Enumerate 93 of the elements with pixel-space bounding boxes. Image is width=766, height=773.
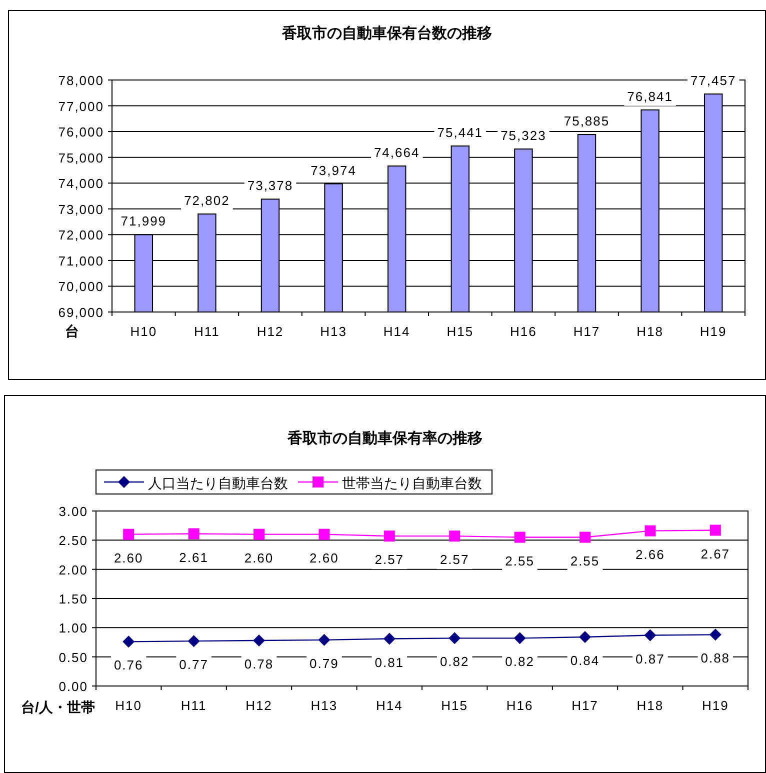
- point: [383, 632, 396, 645]
- x-tick-label: H17: [572, 698, 598, 713]
- data-label: 0.88: [700, 650, 730, 666]
- y-tick-label: 75,000: [58, 150, 104, 166]
- data-label: 0.78: [244, 656, 274, 672]
- data-label: 0.77: [179, 657, 208, 672]
- x-tick-label: H16: [506, 698, 534, 713]
- x-tick-label: H12: [256, 324, 284, 339]
- point: [188, 528, 200, 540]
- point: [644, 629, 656, 642]
- x-tick-label: H11: [180, 698, 207, 713]
- data-label: 73,974: [310, 162, 356, 178]
- point: [448, 632, 461, 644]
- x-tick-label: H14: [376, 698, 403, 713]
- data-label: 2.60: [114, 550, 144, 566]
- data-label: 0.82: [505, 654, 534, 670]
- point: [253, 634, 265, 646]
- x-tick-label: H17: [573, 324, 600, 339]
- y-axis-title: 台/人・世帯: [21, 699, 95, 715]
- point: [122, 636, 135, 648]
- y-tick-label: 77,000: [58, 98, 104, 114]
- point: [254, 528, 264, 540]
- point: [710, 524, 721, 536]
- data-label: 0.87: [636, 651, 665, 666]
- y-tick-label: 2.00: [58, 562, 88, 578]
- x-tick-label: H18: [636, 698, 664, 713]
- x-tick-label: H15: [446, 324, 474, 339]
- data-label: 2.60: [310, 550, 339, 566]
- point: [709, 628, 722, 641]
- y-tick-label: 72,000: [58, 228, 104, 243]
- point: [579, 631, 591, 643]
- point: [580, 532, 590, 543]
- data-label: 0.81: [374, 654, 404, 670]
- point: [318, 634, 330, 646]
- data-label: 75,323: [500, 128, 546, 144]
- x-tick-label: H11: [194, 324, 220, 339]
- data-label: 77,457: [690, 72, 736, 88]
- x-tick-label: H19: [702, 698, 729, 713]
- y-tick-label: 76,000: [58, 124, 104, 140]
- data-label: 2.67: [700, 546, 730, 562]
- point: [514, 532, 526, 543]
- data-label: 2.55: [570, 553, 600, 568]
- data-label: 2.60: [244, 550, 274, 566]
- point: [384, 530, 395, 542]
- x-tick-label: H18: [636, 324, 664, 339]
- y-tick-label: 1.50: [58, 592, 88, 606]
- legend-label: 人口当たり自動車台数: [148, 475, 288, 491]
- data-label: 0.76: [114, 658, 144, 673]
- x-tick-label: H12: [246, 698, 272, 713]
- x-tick-label: H13: [310, 698, 338, 713]
- x-tick-label: H15: [441, 698, 468, 713]
- data-label: 0.82: [440, 654, 470, 670]
- y-tick-label: 0.50: [58, 650, 88, 665]
- data-label: 2.57: [374, 552, 404, 568]
- x-tick-label: H13: [320, 324, 347, 339]
- data-label: 2.61: [179, 550, 208, 565]
- data-label: 75,441: [437, 124, 484, 140]
- data-label: 0.84: [570, 653, 600, 668]
- chart-title: 香取市の自動車保有率の推移: [286, 429, 482, 447]
- y-tick-label: 71,000: [58, 253, 104, 268]
- data-label: 76,841: [627, 88, 673, 104]
- data-label: 75,885: [564, 114, 610, 129]
- data-label: 0.79: [310, 656, 339, 671]
- point: [123, 528, 134, 540]
- data-label: 73,378: [247, 178, 294, 194]
- y-axis-title: 台: [65, 323, 79, 339]
- point: [449, 530, 460, 542]
- y-tick-label: 0.00: [58, 679, 88, 694]
- x-tick-label: H16: [510, 324, 537, 339]
- data-label: 2.55: [505, 553, 534, 568]
- data-label: 72,802: [184, 192, 230, 208]
- data-label: 74,664: [374, 144, 420, 160]
- point: [514, 632, 526, 644]
- x-tick-label: H14: [383, 324, 410, 339]
- y-tick-label: 73,000: [58, 202, 104, 217]
- data-label: 2.66: [636, 546, 665, 562]
- data-label: 2.57: [440, 552, 470, 568]
- y-tick-label: 78,000: [58, 73, 104, 88]
- y-tick-label: 70,000: [58, 279, 104, 294]
- y-tick-label: 3.00: [58, 504, 88, 519]
- point: [188, 635, 200, 648]
- y-tick-label: 2.50: [58, 533, 88, 548]
- chart-title: 香取市の自動車保有台数の推移: [281, 24, 492, 42]
- data-label: 71,999: [120, 214, 167, 229]
- x-tick-label: H10: [130, 324, 158, 339]
- y-tick-label: 74,000: [58, 176, 104, 192]
- point: [318, 528, 330, 540]
- legend-label: 世帯当たり自動車台数: [342, 475, 482, 491]
- y-tick-label: 69,000: [58, 305, 104, 320]
- x-tick-label: H10: [115, 698, 142, 713]
- x-tick-label: H19: [700, 324, 727, 339]
- y-tick-label: 1.00: [58, 620, 88, 636]
- point: [644, 525, 656, 536]
